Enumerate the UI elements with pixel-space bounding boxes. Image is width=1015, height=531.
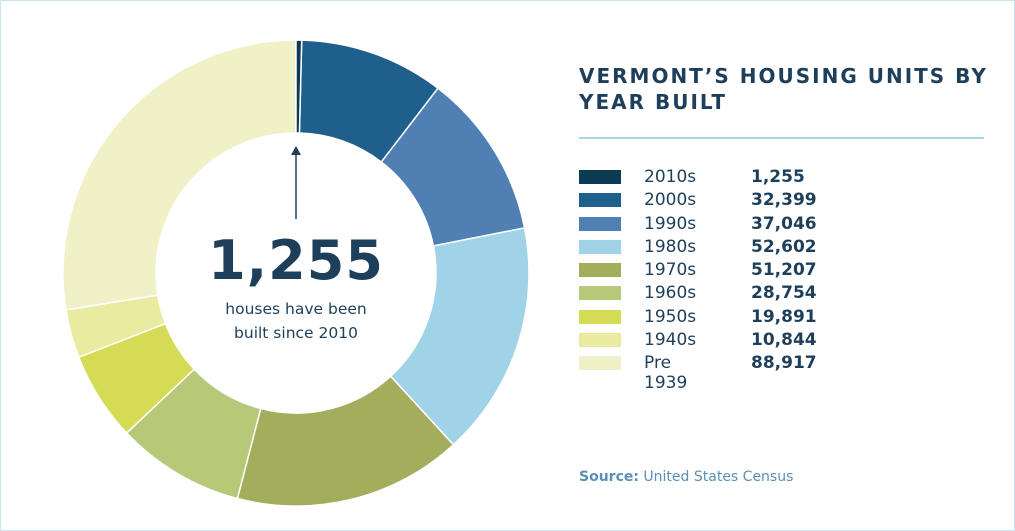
legend-value: 10,844 — [751, 330, 817, 351]
legend-value: 1,255 — [751, 167, 805, 187]
legend-label: 2010s — [644, 167, 697, 187]
legend-value: 28,754 — [751, 283, 817, 304]
center-annotation: 1,255 houses have been built since 2010 — [196, 229, 396, 345]
legend-swatch — [579, 356, 621, 371]
source: Source: United States Census — [579, 469, 793, 485]
legend-value: 52,602 — [751, 236, 817, 257]
chart-title: VERMONT’S HOUSING UNITS BY YEAR BUILT — [579, 64, 988, 114]
legend-swatch — [579, 309, 621, 324]
legend-swatch — [579, 333, 621, 348]
legend-value: 88,917 — [751, 353, 817, 374]
legend-value: 51,207 — [751, 260, 817, 281]
legend-label: 1970s — [644, 260, 697, 281]
donut-segment — [380, 87, 526, 247]
divider — [579, 137, 984, 139]
legend-label: 1940s — [644, 330, 697, 351]
legend-swatch — [579, 216, 621, 231]
donut-segment — [295, 39, 303, 134]
legend-swatch — [579, 239, 621, 254]
legend-label: 1950s — [644, 306, 697, 327]
donut-segment — [389, 226, 530, 446]
legend-label: 1980s — [644, 236, 697, 257]
legend-value: 37,046 — [751, 213, 817, 234]
donut-segment — [236, 375, 455, 507]
legend-swatch — [579, 286, 621, 301]
legend-swatch — [579, 263, 621, 278]
legend-label: 1960s — [644, 283, 697, 304]
donut-segment — [125, 368, 262, 500]
legend-label: 1990s — [644, 213, 697, 234]
legend-label: Pre 1939 — [644, 353, 688, 394]
legend-swatch — [579, 193, 621, 208]
source-text: United States Census — [643, 469, 794, 485]
donut-segment — [62, 39, 297, 311]
center-value: 1,255 — [208, 229, 384, 292]
legend-value: 19,891 — [751, 306, 817, 327]
source-label: Source: — [579, 469, 639, 485]
donut-segment — [65, 294, 167, 359]
legend-value: 32,399 — [751, 190, 817, 211]
arrow-head — [291, 146, 301, 155]
legend-swatch — [579, 170, 621, 184]
donut-segment — [77, 322, 196, 435]
donut-segment — [298, 39, 439, 164]
center-text: houses have been built since 2010 — [225, 300, 367, 342]
legend-label: 2000s — [644, 190, 697, 211]
